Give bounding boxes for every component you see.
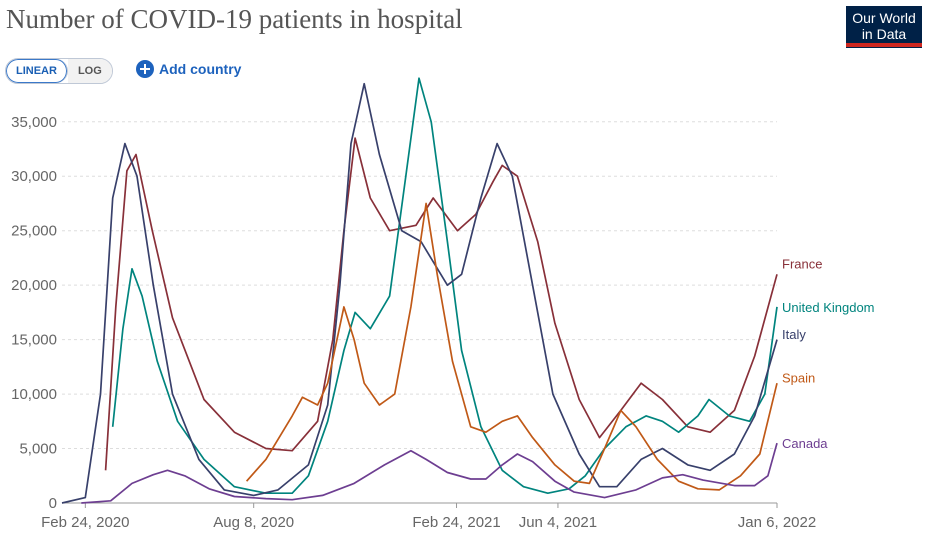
series-line-france <box>104 137 778 471</box>
owid-logo[interactable]: Our World in Data <box>846 6 922 48</box>
x-tick-label: Feb 24, 2020 <box>41 514 129 531</box>
y-tick-label: 15,000 <box>11 332 57 349</box>
plus-icon <box>136 60 154 78</box>
x-tick-label: Jun 4, 2021 <box>519 514 597 531</box>
series-label-united-kingdom: United Kingdom <box>782 300 875 315</box>
page-title: Number of COVID-19 patients in hospital <box>6 4 463 34</box>
y-tick-label: 20,000 <box>11 277 57 294</box>
series-label-canada: Canada <box>782 436 828 451</box>
x-tick-label: Aug 8, 2020 <box>213 514 294 531</box>
series-label-spain: Spain <box>782 371 815 386</box>
series-line-italy <box>61 82 778 504</box>
series-label-italy: Italy <box>782 327 806 342</box>
series-label-france: France <box>782 256 822 271</box>
series-line-united-kingdom <box>111 77 778 495</box>
series-line-canada <box>81 442 778 504</box>
y-tick-label: 5,000 <box>19 441 57 458</box>
series-line-spain <box>245 202 778 491</box>
y-tick-label: 10,000 <box>11 386 57 403</box>
y-tick-label: 25,000 <box>11 223 57 240</box>
scale-toggle: LINEAR LOG <box>5 58 113 84</box>
add-country-button[interactable]: Add country <box>136 60 241 78</box>
linear-scale-button[interactable]: LINEAR <box>6 59 68 83</box>
logo-underline <box>846 43 922 47</box>
logo-line-2: in Data <box>861 26 907 42</box>
x-tick-label: Jan 6, 2022 <box>738 514 816 531</box>
x-tick-label: Feb 24, 2021 <box>412 514 500 531</box>
y-tick-label: 0 <box>49 495 57 512</box>
y-tick-label: 35,000 <box>11 114 57 131</box>
y-tick-label: 30,000 <box>11 168 57 185</box>
add-country-label: Add country <box>159 61 242 77</box>
logo-line-1: Our World <box>852 10 916 26</box>
log-scale-button[interactable]: LOG <box>67 59 112 83</box>
